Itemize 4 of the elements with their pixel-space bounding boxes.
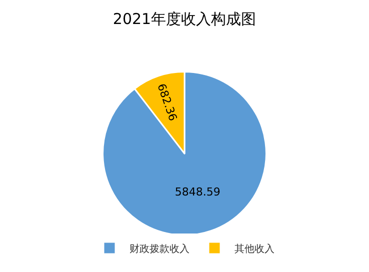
data-label: 5848.59 xyxy=(174,186,220,199)
legend-label: 其他收入 xyxy=(234,242,274,255)
legend-label: 财政拨款收入 xyxy=(130,242,190,255)
chart-title: 2021年度收入构成图 xyxy=(112,10,256,28)
